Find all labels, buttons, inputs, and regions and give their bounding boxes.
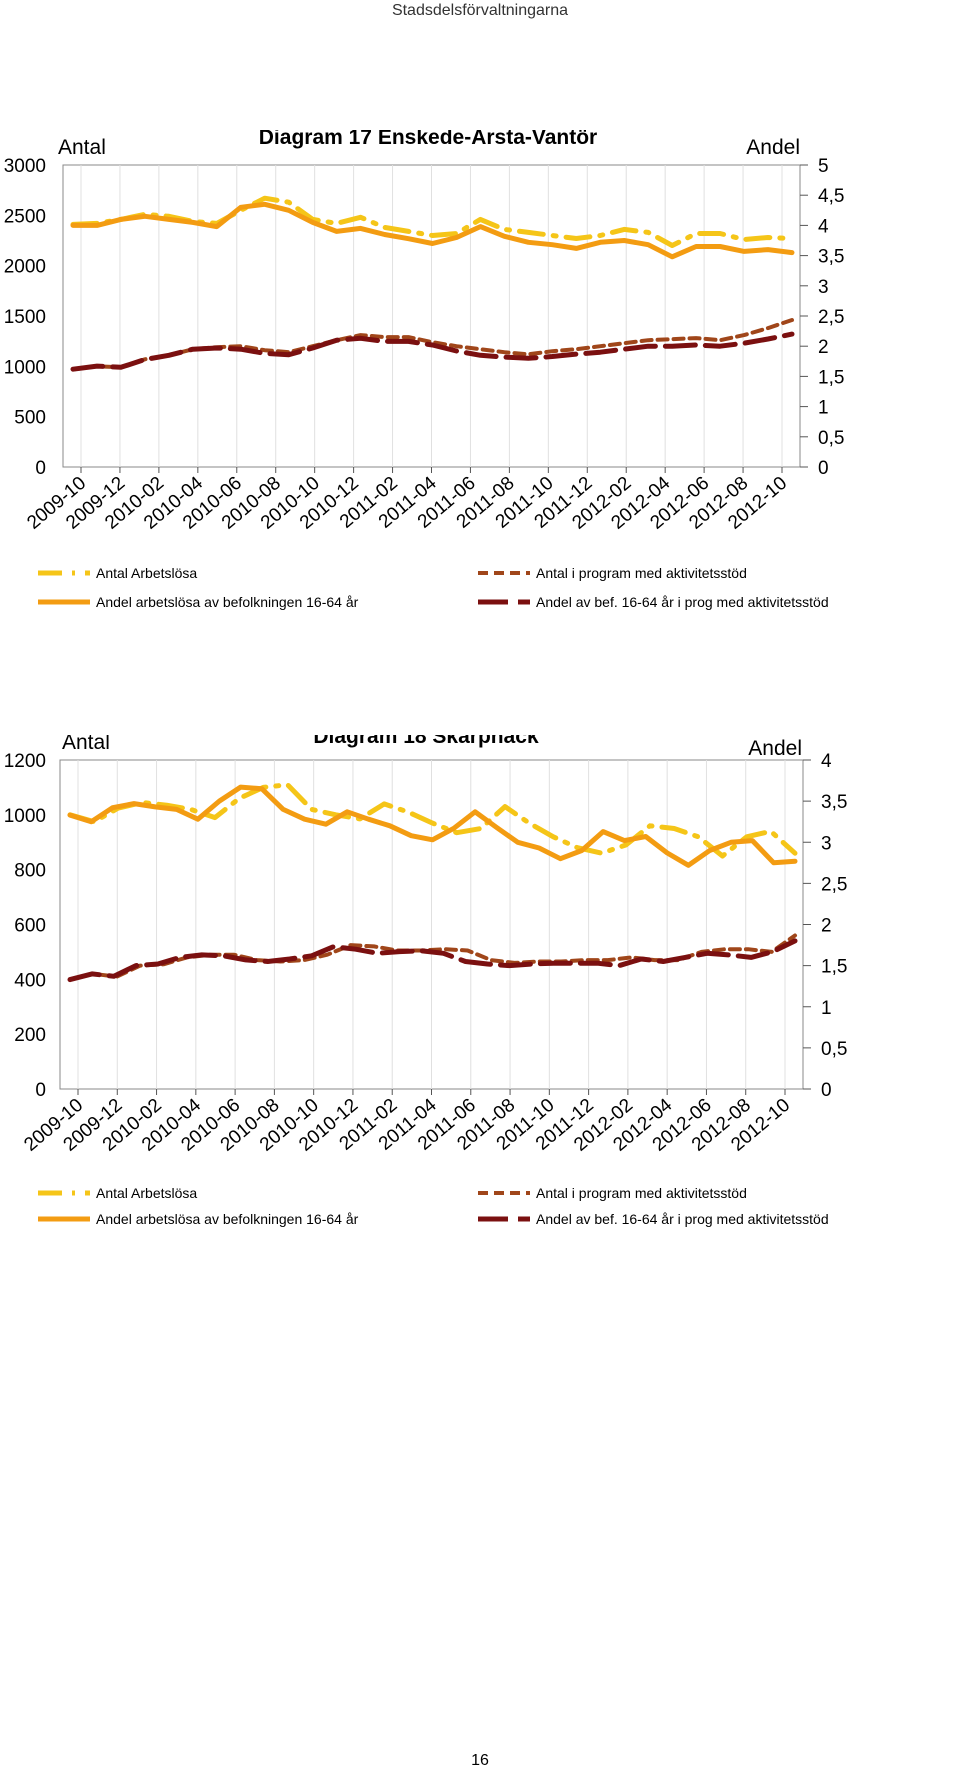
legend-label-2: Antal i program med aktivitetsstöd: [536, 565, 747, 581]
y2-tick-label: 1: [818, 398, 829, 419]
legend-label-3: Andel av bef. 16-64 år i prog med aktivi…: [536, 594, 829, 610]
y2-tick-label: 3: [821, 833, 832, 854]
y2-axis-label: Andel: [746, 136, 800, 159]
series-line-3: [70, 331, 795, 372]
legend-label-1: Andel arbetslösa av befolkningen 16-64 å…: [96, 1211, 359, 1227]
y2-tick-label: 2,5: [821, 874, 847, 895]
page-header: Stadsdelsförvaltningarna: [391, 2, 569, 19]
y2-tick-label: 3,5: [821, 792, 847, 813]
y2-tick-label: 0: [821, 1080, 832, 1101]
y2-tick-label: 2: [821, 916, 832, 937]
legend-label-0: Antal Arbetslösa: [96, 565, 197, 581]
y-tick-label: 400: [14, 970, 46, 991]
y-tick-label: 200: [14, 1025, 46, 1046]
series-line-1: [70, 201, 795, 260]
y2-tick-label: 4,5: [818, 186, 844, 207]
y-tick-label: 2500: [4, 206, 46, 227]
y2-tick-label: 2,5: [818, 307, 844, 328]
y-tick-label: 3000: [4, 156, 46, 177]
legend-label-1: Andel arbetslösa av befolkningen 16-64 å…: [96, 594, 359, 610]
y-tick-label: 800: [14, 861, 46, 882]
series-line-3: [67, 938, 798, 983]
y2-tick-label: 3: [818, 277, 829, 298]
chart-title: Diagram 18 Skarpnäck: [313, 735, 539, 748]
y2-tick-label: 0: [818, 458, 829, 479]
y2-axis-label: Andel: [748, 737, 802, 760]
y2-tick-label: 1: [821, 998, 832, 1019]
y2-tick-label: 0,5: [821, 1039, 847, 1060]
y-axis-label: Antal: [58, 136, 106, 159]
y2-tick-label: 3,5: [818, 247, 844, 268]
legend-label-3: Andel av bef. 16-64 år i prog med aktivi…: [536, 1211, 829, 1227]
y-tick-label: 1000: [4, 357, 46, 378]
y2-tick-label: 1,5: [818, 367, 844, 388]
y2-tick-label: 5: [818, 156, 829, 177]
y-tick-label: 1200: [4, 751, 46, 772]
y-tick-label: 2000: [4, 257, 46, 278]
y-tick-label: 600: [14, 916, 46, 937]
legend-label-2: Antal i program med aktivitetsstöd: [536, 1185, 747, 1201]
y-tick-label: 500: [14, 408, 46, 429]
chart-diagram-18: 2009-102009-122010-022010-042010-062010-…: [4, 735, 848, 1227]
series-line-0: [70, 195, 795, 248]
y-tick-label: 1000: [4, 806, 46, 827]
page-number: 16: [471, 1752, 489, 1769]
series-line-0: [67, 782, 798, 859]
y2-tick-label: 1,5: [821, 957, 847, 978]
y2-tick-label: 0,5: [818, 428, 844, 449]
legend-label-0: Antal Arbetslösa: [96, 1185, 197, 1201]
y-tick-label: 0: [35, 458, 46, 479]
chart-title: Diagram 17 Enskede-Årsta-Vantör: [259, 130, 597, 149]
series-line-1: [67, 784, 798, 868]
y-tick-label: 0: [35, 1080, 46, 1101]
y2-tick-label: 4: [818, 216, 829, 237]
y2-tick-label: 2: [818, 337, 829, 358]
y-axis-label: Antal: [62, 735, 110, 754]
y2-tick-label: 4: [821, 751, 832, 772]
chart-diagram-17: 2009-102009-122010-022010-042010-062010-…: [4, 130, 845, 610]
y-tick-label: 1500: [4, 307, 46, 328]
